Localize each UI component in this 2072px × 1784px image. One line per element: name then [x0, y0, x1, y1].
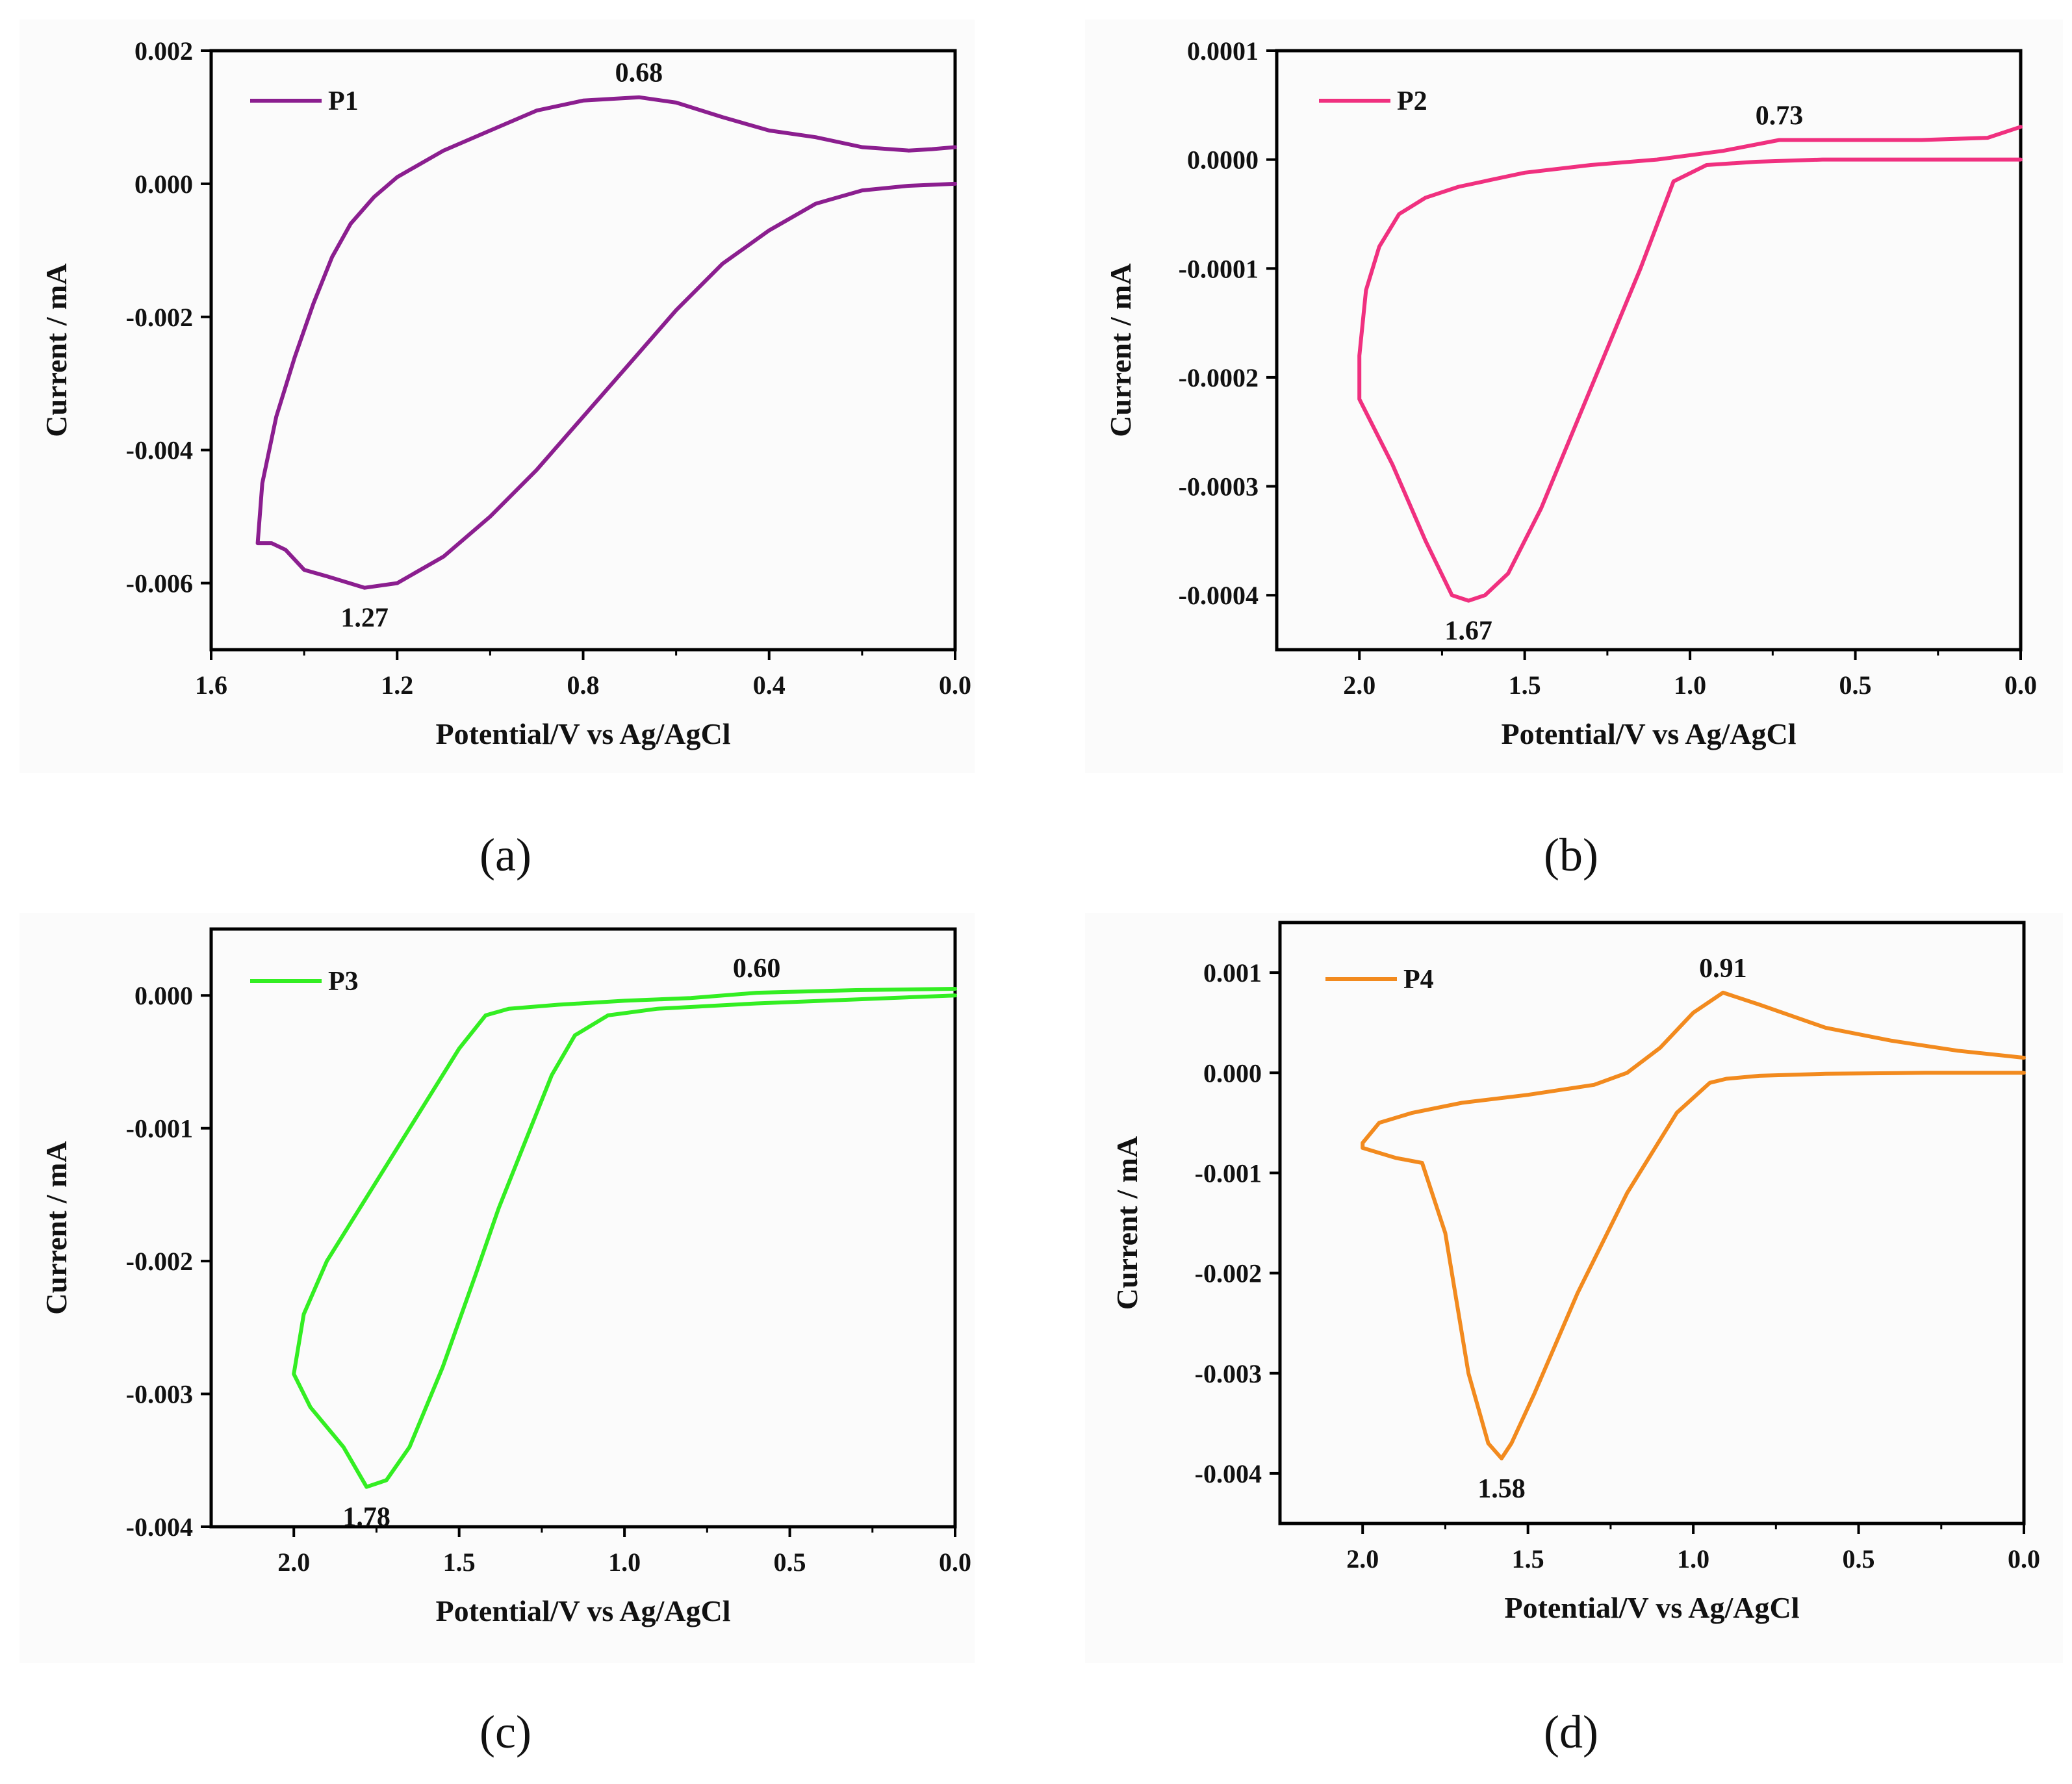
peak-annotation: 1.67 [1444, 617, 1492, 646]
panel-background [1085, 913, 2063, 1663]
panel-caption: (c) [480, 1706, 531, 1758]
y-tick-label: 0.002 [134, 36, 193, 66]
legend-label: P2 [1397, 86, 1427, 116]
x-tick-label: 0.0 [939, 670, 971, 700]
peak-annotation: 1.58 [1477, 1474, 1526, 1504]
legend-label: P3 [328, 967, 359, 997]
y-tick-label: -0.0003 [1179, 472, 1259, 502]
legend-label: P4 [1403, 965, 1434, 995]
y-tick-label: -0.002 [126, 303, 193, 332]
y-axis-title: Current / mA [1110, 1136, 1144, 1310]
panel-a: 1.6 1.2 0.8 0.4 0.0 0.002 0.000 -0.002 -0.004 -0.… [19, 19, 975, 881]
x-axis-title: Potential/V vs Ag/AgCl [1501, 717, 1796, 750]
panel-d: 2.0 1.5 1.0 0.5 0.0 0.001 0.000 -0.001 -0.002 -0.… [1085, 913, 2063, 1758]
x-tick-label: 2.0 [1346, 1544, 1379, 1574]
y-tick-label: -0.001 [1195, 1158, 1262, 1188]
panel-background [1085, 19, 2063, 773]
peak-annotation: 1.27 [340, 604, 389, 633]
y-axis-title: Current / mA [1104, 263, 1137, 437]
x-tick-label: 1.5 [1509, 670, 1541, 700]
y-tick-label: 0.0001 [1187, 36, 1259, 66]
peak-annotation: 0.60 [733, 954, 781, 984]
panel-caption: (b) [1544, 829, 1598, 881]
y-tick-label: -0.004 [126, 436, 193, 465]
x-tick-label: 1.5 [443, 1548, 476, 1577]
series-line-P4 [1361, 990, 2026, 1460]
x-tick-label: 0.8 [567, 670, 600, 700]
y-tick-label: -0.002 [126, 1247, 193, 1276]
x-tick-label: 1.0 [608, 1548, 641, 1577]
panel-b: 2.0 1.5 1.0 0.5 0.0 0.0001 0.0000 -0.0001 -0.000… [1085, 19, 2063, 881]
x-tick-label: 0.4 [753, 670, 786, 700]
panel-background [19, 19, 975, 773]
panel-caption: (d) [1544, 1706, 1598, 1758]
series-line-P1 [255, 95, 957, 590]
x-tick-label: 0.5 [1843, 1544, 1875, 1574]
y-axis-title: Current / mA [40, 1141, 73, 1314]
x-tick-label: 1.0 [1677, 1544, 1709, 1574]
y-tick-label: -0.0004 [1179, 581, 1259, 610]
y-axis-title: Current / mA [40, 263, 73, 437]
x-axis-title: Potential/V vs Ag/AgCl [435, 717, 730, 750]
y-tick-label: -0.003 [126, 1380, 193, 1409]
x-tick-label: 1.5 [1512, 1544, 1544, 1574]
x-tick-label: 2.0 [277, 1548, 310, 1577]
plot-frame [1275, 49, 2023, 652]
x-axis-title: Potential/V vs Ag/AgCl [1504, 1591, 1799, 1624]
peak-annotation: 0.91 [1699, 954, 1747, 984]
peak-annotation: 1.78 [342, 1503, 390, 1533]
y-tick-label: 0.000 [134, 981, 193, 1010]
x-tick-label: 1.2 [381, 670, 413, 700]
y-tick-label: -0.003 [1195, 1359, 1262, 1388]
y-tick-label: -0.0002 [1179, 363, 1259, 392]
y-tick-label: 0.001 [1203, 958, 1262, 988]
x-tick-label: 0.0 [2008, 1544, 2040, 1574]
x-tick-label: 2.0 [1343, 670, 1375, 700]
x-axis-title: Potential/V vs Ag/AgCl [435, 1594, 730, 1627]
y-tick-label: -0.004 [1195, 1459, 1262, 1488]
plot-frame [1278, 921, 2026, 1525]
x-tick-label: 0.5 [1839, 670, 1872, 700]
x-tick-label: 1.6 [195, 670, 227, 700]
x-tick-label: 0.5 [774, 1548, 806, 1577]
panel-background [19, 913, 975, 1663]
y-tick-label: -0.006 [126, 569, 193, 598]
y-tick-label: -0.002 [1195, 1259, 1262, 1288]
y-tick-label: 0.000 [1203, 1058, 1262, 1088]
x-tick-label: 1.0 [1674, 670, 1706, 700]
peak-annotation: 0.68 [615, 58, 663, 88]
y-tick-label: -0.001 [126, 1114, 193, 1143]
peak-annotation: 0.73 [1756, 101, 1804, 131]
y-tick-label: 0.0000 [1187, 146, 1259, 175]
legend-label: P1 [328, 86, 359, 116]
panel-c: 2.0 1.5 1.0 0.5 0.0 0.000 -0.001 -0.002 -0.003 -0… [19, 913, 975, 1758]
y-tick-label: -0.004 [126, 1512, 193, 1542]
y-tick-label: 0.000 [134, 170, 193, 199]
x-tick-label: 0.0 [2004, 670, 2037, 700]
x-tick-label: 0.0 [939, 1548, 971, 1577]
plot-frame [209, 927, 957, 1529]
series-line-P2 [1357, 125, 2023, 603]
y-tick-label: -0.0001 [1179, 254, 1259, 283]
panel-caption: (a) [480, 829, 531, 881]
series-line-P3 [292, 987, 957, 1489]
